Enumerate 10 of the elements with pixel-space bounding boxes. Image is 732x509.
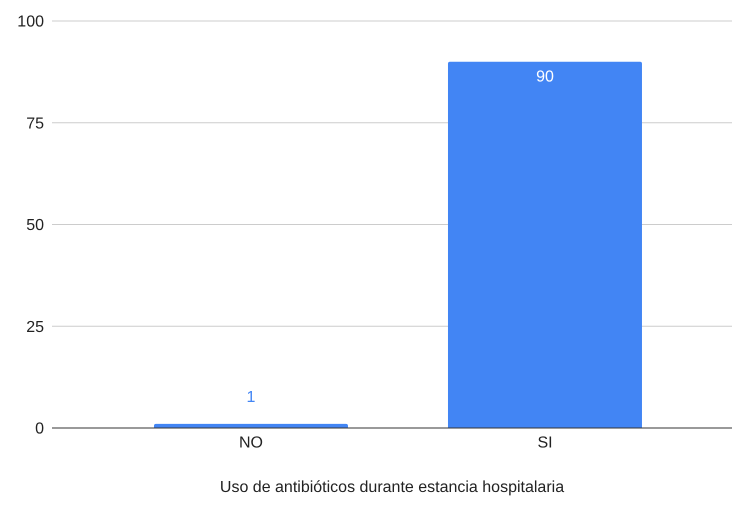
x-axis-title: Uso de antibióticos durante estancia hospitalaria	[220, 479, 564, 496]
x-tick-label: NO	[239, 434, 263, 452]
y-tick-label: 50	[26, 217, 44, 234]
data-label: 90	[536, 68, 554, 86]
y-tick-label: 25	[26, 318, 44, 336]
y-tick-label: 100	[17, 14, 44, 31]
x-tick-label: SI	[537, 434, 553, 452]
y-tick-label: 0	[35, 420, 44, 438]
y-tick-label: 75	[26, 115, 44, 132]
data-label: 1	[246, 388, 256, 406]
